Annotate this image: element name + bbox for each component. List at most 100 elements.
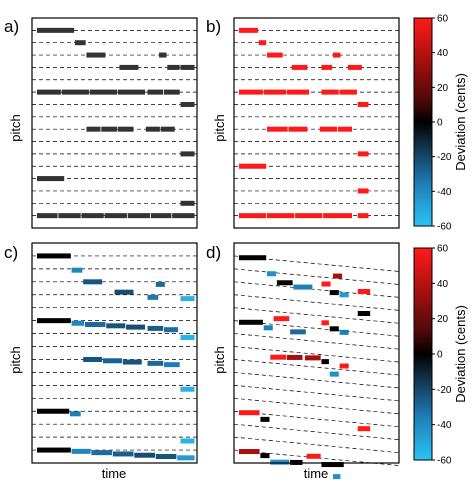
note-segment <box>329 326 339 332</box>
note-segment <box>83 279 103 285</box>
colorbar-tick-label: -20 <box>437 152 452 163</box>
note-segment <box>160 126 175 132</box>
note-segment <box>329 290 339 296</box>
panel-c: c) pitch time <box>4 242 198 481</box>
note-segment <box>36 447 71 453</box>
note-segment <box>145 126 160 132</box>
note-segment <box>71 448 91 454</box>
note-segment <box>339 363 349 369</box>
note-segment <box>357 311 371 317</box>
colorbar-tick-label: 60 <box>437 244 449 255</box>
plot-area <box>31 242 198 464</box>
note-segment <box>339 89 357 95</box>
note-segment <box>117 126 134 132</box>
note-segment <box>238 163 267 169</box>
note-segment <box>36 213 58 219</box>
note-segment <box>155 454 177 460</box>
note-segment <box>164 327 179 333</box>
note-segment <box>112 451 134 457</box>
note-segment <box>58 213 81 219</box>
colorbar-top: 60 40 20 0 -20 -40 -60 Deviation (cents) <box>413 14 468 233</box>
plot-area <box>233 242 400 480</box>
note-segment <box>180 438 195 444</box>
colorbar-tick-label: -60 <box>437 222 452 233</box>
note-segment <box>71 320 84 326</box>
note-segment <box>180 334 195 340</box>
note-segment <box>238 410 260 416</box>
note-segment <box>339 329 349 335</box>
panel-label: d) <box>206 243 221 262</box>
staff-line <box>233 333 400 350</box>
note-segment <box>147 89 164 95</box>
note-segment <box>321 359 329 365</box>
note-segment <box>134 452 155 458</box>
plot-frame <box>31 242 198 464</box>
note-segment <box>104 213 127 219</box>
note-segment <box>177 455 195 461</box>
plot-area <box>233 17 400 229</box>
note-segment <box>84 322 106 328</box>
note-segment <box>276 280 293 286</box>
panel-label: a) <box>4 17 19 36</box>
note-segment <box>69 411 81 417</box>
note-segment <box>306 453 321 459</box>
panel-d: d) pitch time <box>206 242 400 481</box>
note-segment <box>337 126 352 132</box>
colorbar-tick-label: 20 <box>437 83 449 94</box>
note-segment <box>238 319 263 325</box>
note-segment <box>36 408 70 414</box>
note-segment <box>293 284 313 290</box>
staff-line <box>233 268 400 285</box>
note-segment <box>273 316 290 322</box>
plot-area <box>31 17 198 229</box>
note-segment <box>180 296 195 302</box>
note-segment <box>147 294 159 300</box>
note-segment <box>238 449 260 455</box>
y-axis-label: pitch <box>212 114 227 141</box>
staff-line <box>233 294 400 311</box>
note-segment <box>267 52 283 58</box>
note-segment <box>155 281 165 287</box>
note-segment <box>36 176 65 182</box>
note-segment <box>267 126 288 132</box>
note-segment <box>150 213 172 219</box>
note-segment <box>91 450 113 456</box>
note-segment <box>291 64 308 70</box>
note-segment <box>106 323 126 329</box>
note-segment <box>167 64 180 70</box>
note-segment <box>83 356 103 362</box>
colorbar-tick-label: -40 <box>437 420 452 431</box>
note-segment <box>36 27 75 33</box>
note-segment <box>126 324 146 330</box>
note-segment <box>147 325 164 331</box>
plot-frame <box>233 242 400 464</box>
note-segment <box>101 126 117 132</box>
note-segment <box>238 89 263 95</box>
note-segment <box>238 255 267 261</box>
note-segment <box>329 371 339 377</box>
note-segment <box>180 101 195 107</box>
plot-frame <box>233 17 400 229</box>
colorbar-tick-label: 0 <box>437 350 443 361</box>
panel-b: b) pitch <box>206 17 400 229</box>
y-axis-label: pitch <box>212 346 227 373</box>
note-segment <box>347 64 362 70</box>
note-segment <box>119 64 139 70</box>
note-segment <box>357 188 369 194</box>
note-segment <box>260 416 270 422</box>
note-segment <box>319 126 338 132</box>
y-axis-label: pitch <box>8 346 23 373</box>
note-segment <box>357 101 369 107</box>
panel-label: b) <box>206 17 221 36</box>
note-segment <box>117 89 146 95</box>
colorbar-tick-label: -60 <box>437 456 452 467</box>
staff-line <box>233 359 400 376</box>
note-segment <box>172 213 195 219</box>
note-segment <box>180 151 195 157</box>
colorbar-title: Deviation (cents) <box>453 73 468 171</box>
colorbar-tick-label: 0 <box>437 118 443 129</box>
note-segment <box>333 273 343 279</box>
note-segment <box>164 89 180 95</box>
colorbar-tick-label: 20 <box>437 314 449 325</box>
